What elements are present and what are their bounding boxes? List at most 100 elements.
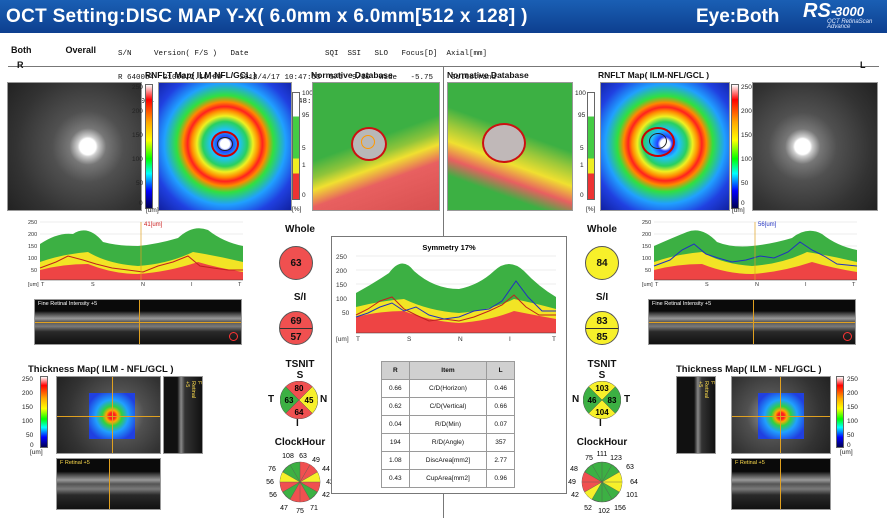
rnflt-map-r[interactable] <box>158 82 292 211</box>
svg-text:150: 150 <box>642 244 651 250</box>
svg-text:102: 102 <box>598 508 610 514</box>
clockhour-label-l: ClockHour <box>576 437 628 448</box>
svg-text:42: 42 <box>571 492 579 499</box>
svg-text:50: 50 <box>342 310 350 317</box>
svg-text:64: 64 <box>295 408 304 417</box>
clockhour-label-r: ClockHour <box>274 437 326 448</box>
whole-circle-l: 84 <box>585 246 619 280</box>
si-circle-l: 83 85 <box>585 311 619 345</box>
svg-text:50: 50 <box>645 268 651 274</box>
whole-label-l: Whole <box>587 224 617 235</box>
rnfl-color-scale-r <box>145 84 153 209</box>
norm-scale-l <box>587 92 595 200</box>
table-row: 0.66 C/D(Horizon) 0.46 <box>381 379 515 398</box>
disc-param-table: R Item L 0.66 C/D(Horizon) 0.46 0.62 C/D(Vert… <box>381 361 515 488</box>
svg-text:49: 49 <box>568 479 576 486</box>
si-label-r: S/I <box>293 292 307 303</box>
svg-text:[um]: [um] <box>336 336 349 343</box>
svg-text:S: S <box>705 282 709 288</box>
bscan-r[interactable]: Fine Retinal Intensity +5 <box>34 299 242 345</box>
si-label-l: S/I <box>595 292 609 303</box>
svg-text:42: 42 <box>322 492 330 499</box>
svg-text:50: 50 <box>31 268 37 274</box>
rnflt-map-l[interactable] <box>600 82 730 211</box>
svg-text:56: 56 <box>266 479 274 486</box>
svg-text:I: I <box>191 282 193 288</box>
tsnit-graph-r: 250 200 150 100 50 [um] T S N I T 41[um] <box>28 216 246 290</box>
rs3000-logo: RS- 3000 OCT RetinaScan Advance <box>803 0 873 30</box>
clockhour-circle-r: 63 49 44 42 42 71 75 47 56 56 76 108 <box>266 453 334 514</box>
fundus-image-l[interactable] <box>752 82 878 211</box>
rnflt-map-title-r: RNFLT Map( ILM-NFL/GCL ) <box>145 70 257 80</box>
si-circle-r: 69 57 <box>279 311 313 345</box>
svg-text:250: 250 <box>642 220 651 226</box>
svg-text:200: 200 <box>336 268 347 275</box>
svg-text:56[um]: 56[um] <box>758 222 777 228</box>
table-row: 0.43 CupArea[mm2] 0.96 <box>381 469 515 488</box>
vertical-bscan-r[interactable]: F Retinal +5 <box>163 376 203 454</box>
svg-text:Symmetry 17%: Symmetry 17% <box>422 243 476 252</box>
svg-text:156: 156 <box>614 505 626 512</box>
svg-text:111: 111 <box>597 451 608 458</box>
thickness-map-r[interactable] <box>56 376 161 454</box>
left-eye-marker: L <box>860 60 866 70</box>
svg-text:150: 150 <box>336 282 347 289</box>
svg-text:T: T <box>655 282 659 288</box>
svg-text:[um]: [um] <box>642 282 653 288</box>
header-bar: OCT Setting:DISC MAP Y-X( 6.0mm x 6.0mm[… <box>0 0 887 33</box>
table-header-row: R Item L <box>381 361 515 380</box>
tsnit-circle-l: 103 83 46 104 <box>583 381 621 419</box>
bscan-l[interactable]: Fine Retinal Intensity +5 <box>648 299 856 345</box>
svg-text:I: I <box>805 282 807 288</box>
svg-text:108: 108 <box>282 453 294 460</box>
svg-text:47: 47 <box>280 505 288 512</box>
fundus-image-r[interactable] <box>7 82 142 211</box>
svg-text:250: 250 <box>336 254 347 261</box>
svg-text:100: 100 <box>336 296 347 303</box>
thickness-map-title-r: Thickness Map( ILM - NFL/GCL ) <box>28 364 174 375</box>
whole-label-r: Whole <box>285 224 315 235</box>
svg-text:45: 45 <box>305 396 314 405</box>
tsnit-circle-r: 80 63 45 64 <box>280 381 318 419</box>
svg-text:100: 100 <box>642 256 651 262</box>
thickness-map-l[interactable] <box>731 376 831 454</box>
thickness-scale-r <box>40 376 48 448</box>
svg-text:49: 49 <box>312 457 320 464</box>
horizontal-bscan-l[interactable]: F Retinal +5 <box>731 458 831 510</box>
normative-db-map-l[interactable] <box>447 82 573 211</box>
svg-text:71: 71 <box>310 505 318 512</box>
svg-text:S: S <box>91 282 95 288</box>
horizontal-bscan-r[interactable]: F Retinal +5 <box>56 458 161 510</box>
info-both: Both Overall <box>11 45 97 55</box>
svg-text:250: 250 <box>28 220 37 226</box>
svg-text:100: 100 <box>28 256 37 262</box>
table-row: 0.04 R/D(Min) 0.07 <box>381 415 515 434</box>
svg-text:56: 56 <box>269 492 277 499</box>
rnfl-color-scale-l <box>731 84 739 209</box>
svg-text:150: 150 <box>28 244 37 250</box>
thickness-scale-l <box>836 376 844 448</box>
tsnit-graph-l: 250 200 150 100 50 [um] T S N I T 56[um] <box>642 216 860 290</box>
right-eye-marker: R <box>17 60 24 70</box>
tsnit-label-r: TSNIT <box>285 359 315 370</box>
vertical-bscan-l[interactable]: F Retinal +5 <box>676 376 716 454</box>
svg-text:48: 48 <box>570 466 578 473</box>
svg-text:46: 46 <box>588 396 597 405</box>
svg-text:80: 80 <box>295 384 304 393</box>
svg-text:101: 101 <box>626 492 638 499</box>
svg-text:[um]: [um] <box>28 282 39 288</box>
table-row: 1.08 DiscArea[mm2] 2.77 <box>381 451 515 470</box>
svg-text:75: 75 <box>296 508 304 514</box>
normative-db-map-r[interactable] <box>312 82 440 211</box>
table-row: 194 R/D(Angle) 357 <box>381 433 515 452</box>
eye-label: Eye:Both <box>696 6 780 27</box>
svg-text:200: 200 <box>642 232 651 238</box>
svg-text:52: 52 <box>584 505 592 512</box>
rnflt-map-title-l: RNFLT Map( ILM-NFL/GCL ) <box>598 70 710 80</box>
whole-circle-r: 63 <box>279 246 313 280</box>
page-title: OCT Setting:DISC MAP Y-X( 6.0mm x 6.0mm[… <box>6 6 528 27</box>
normative-db-title-r: Normative Database <box>311 70 393 80</box>
table-row: 0.62 C/D(Vertical) 0.66 <box>381 397 515 416</box>
symmetry-graph: Symmetry 17% 250 200 150 100 50 [um] T S… <box>336 243 556 343</box>
svg-text:I: I <box>509 336 511 343</box>
